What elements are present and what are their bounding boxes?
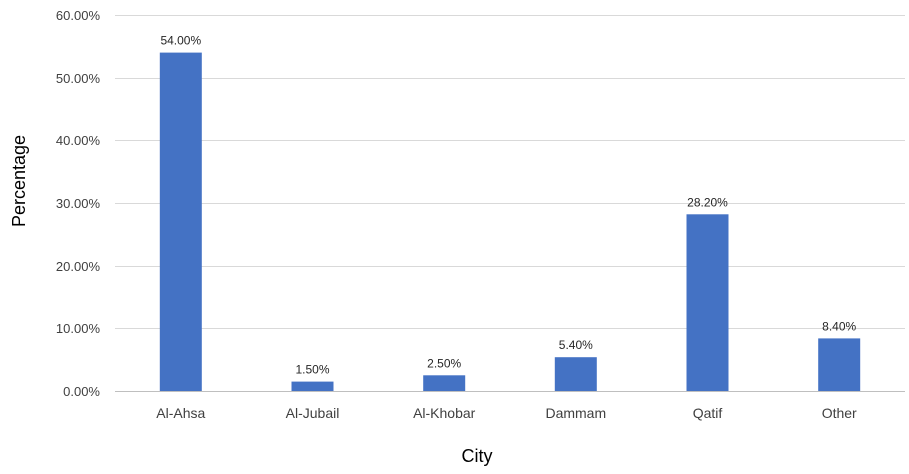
category-label-dammam: Dammam: [545, 405, 606, 421]
x-axis-categories: Al-Ahsa Al-Jubail Al-Khobar Dammam Qatif Othe…: [156, 405, 857, 421]
data-labels: 54.00% 1.50% 2.50% 5.40% 28.20% 8.40%: [160, 34, 856, 377]
bar-other: [818, 338, 861, 391]
data-label-qatif: 28.20%: [687, 195, 728, 209]
category-label-al-ahsa: Al-Ahsa: [156, 405, 205, 421]
data-label-al-jubail: 1.50%: [295, 363, 329, 377]
y-tick-label-6: 60.00%: [56, 8, 101, 23]
bars: [159, 52, 861, 391]
bar-al-ahsa: [159, 52, 202, 391]
data-label-al-khobar: 2.50%: [427, 356, 461, 370]
data-label-al-ahsa: 54.00%: [160, 34, 201, 48]
category-label-other: Other: [822, 405, 857, 421]
gridlines: [115, 15, 905, 392]
data-label-other: 8.40%: [822, 319, 856, 333]
y-tick-label-2: 20.00%: [56, 259, 101, 274]
bar-qatif: [686, 214, 729, 391]
bar-dammam: [554, 357, 597, 391]
y-axis-ticks: 0.00% 10.00% 20.00% 30.00% 40.00% 50.00% 60.00…: [56, 8, 101, 399]
y-tick-label-0: 0.00%: [63, 384, 100, 399]
category-label-al-khobar: Al-Khobar: [413, 405, 476, 421]
category-label-al-jubail: Al-Jubail: [286, 405, 340, 421]
y-axis-title: Percentage: [9, 135, 29, 227]
category-label-qatif: Qatif: [693, 405, 723, 421]
y-tick-label-1: 10.00%: [56, 321, 101, 336]
data-label-dammam: 5.40%: [559, 338, 593, 352]
y-tick-label-3: 30.00%: [56, 196, 101, 211]
y-tick-label-4: 40.00%: [56, 133, 101, 148]
x-axis-title: City: [462, 446, 493, 466]
bar-al-khobar: [423, 375, 466, 391]
y-tick-label-5: 50.00%: [56, 71, 101, 86]
bar-al-jubail: [291, 381, 334, 391]
